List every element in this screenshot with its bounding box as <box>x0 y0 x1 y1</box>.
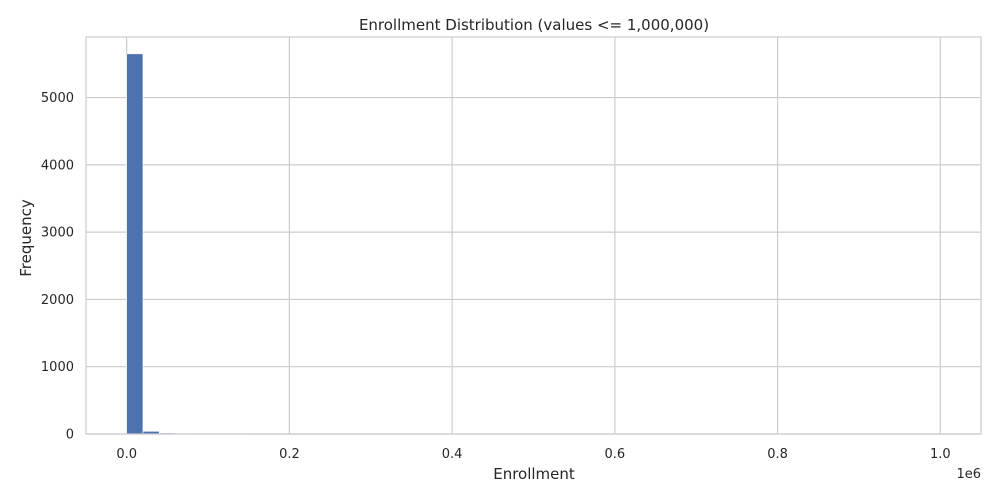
plot-frame <box>85 36 982 435</box>
plot-border <box>85 36 982 435</box>
x-tick-label-3: 0.6 <box>605 447 626 462</box>
y-tick-label-0: 0 <box>66 428 74 443</box>
y-tick-label-5: 5000 <box>41 91 74 106</box>
y-tick-label-3: 3000 <box>41 226 74 241</box>
bar-layer <box>126 53 941 435</box>
y-tick-label-1: 1000 <box>41 360 74 375</box>
x-tick-label-0: 0.0 <box>116 447 137 462</box>
y-tick-label-4: 4000 <box>41 158 74 173</box>
y-axis-label: Frequency <box>17 199 35 277</box>
x-axis-label: Enrollment <box>493 465 575 483</box>
x-tick-label-5: 1.0 <box>930 447 951 462</box>
x-tick-label-2: 0.4 <box>442 447 463 462</box>
grid-layer <box>86 37 981 435</box>
y-axis-ticks: 0 1000 2000 3000 4000 5000 <box>41 91 74 442</box>
x-axis-ticks: 0.0 0.2 0.4 0.6 0.8 1.0 <box>116 447 950 462</box>
histogram-bar-0 <box>126 53 144 435</box>
x-tick-label-4: 0.8 <box>767 447 788 462</box>
y-tick-label-2: 2000 <box>41 293 74 308</box>
x-tick-label-1: 0.2 <box>279 447 300 462</box>
x-axis-offset-label: 1e6 <box>956 467 981 482</box>
chart-title: Enrollment Distribution (values <= 1,000… <box>359 16 709 34</box>
